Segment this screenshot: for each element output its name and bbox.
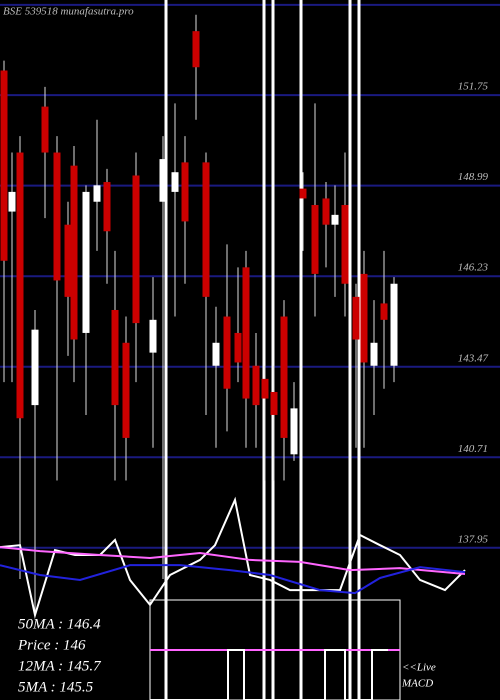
candle-body [252,365,260,406]
candle-body [261,378,269,399]
candle-body [171,172,179,192]
chart-title: BSE 539518 munafasutra.pro [3,6,134,18]
candle-body [132,175,140,324]
y-tick-label: 143.47 [458,352,489,364]
candle-body [360,273,368,363]
y-tick-label: 151.75 [458,81,489,93]
candle-body [149,319,157,353]
candle-body [322,198,330,225]
candle-body [270,391,278,415]
candle-body [159,159,167,202]
info-label: Price : 146 [17,637,86,653]
candle-body [290,408,298,455]
y-tick-label: 146.23 [458,262,489,274]
candle-body [390,283,398,366]
candle-body [70,165,78,340]
candle-body [93,185,101,202]
decorations [149,0,401,700]
y-tick-label: 140.71 [458,443,488,455]
candle-body [53,152,61,281]
macd-line [150,649,388,700]
candle-body [202,162,210,297]
candle-body [299,188,307,199]
candle-body [64,224,72,297]
candle-body [16,152,24,419]
candle-body [370,342,378,366]
candle-body [31,329,39,406]
macd-label: MACD [401,678,433,690]
candle-body [331,214,339,225]
candle-body [280,316,288,438]
candle-body [82,191,90,333]
candle-body [380,303,388,320]
candle-body [311,205,319,274]
candle-body [352,296,360,340]
candle-body [234,332,242,363]
live-label: <<Live [402,662,436,674]
candle-body [212,342,220,366]
indicator-line [0,496,466,620]
candle-body [122,342,130,438]
info-label: 12MA : 145.7 [18,658,102,674]
candle-body [41,106,49,153]
y-tick-label: 137.95 [458,533,489,545]
candle-body [192,31,200,68]
y-tick-label: 154.5 [463,0,488,2]
candle-body [242,267,250,399]
candle-body [181,162,189,222]
info-label: 50MA : 146.4 [18,616,101,632]
candle-body [0,70,8,261]
candle-body [8,191,16,212]
y-tick-label: 148.99 [458,171,489,183]
candle-body [223,316,231,389]
indicator-line [0,564,466,595]
candle-body [103,182,111,232]
indicator-line [0,546,466,576]
candle-body [111,309,119,406]
info-label: 5MA : 145.5 [18,679,94,695]
candle-body [341,205,349,284]
